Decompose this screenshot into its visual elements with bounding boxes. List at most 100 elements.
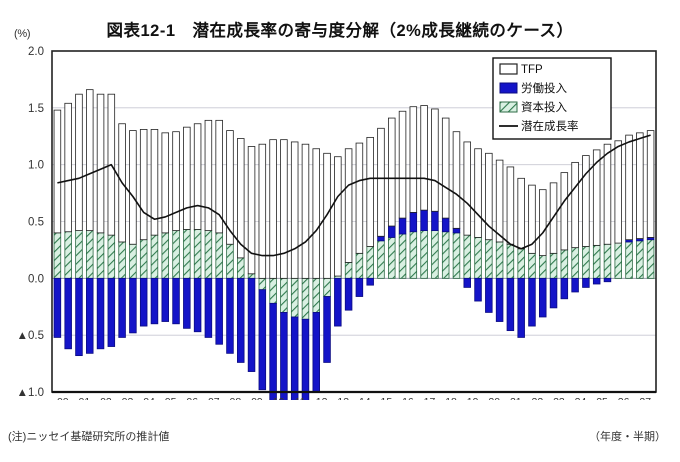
bar-segment-tfp	[441, 117, 450, 219]
bar-segment-capital	[539, 255, 547, 279]
y-axis: 2.0 1.5 1.0 0.5 0.0 ▲0.5 ▲1.0	[17, 46, 44, 399]
bar-segment-capital	[366, 246, 374, 279]
bar-segment-capital	[323, 277, 331, 297]
bar-segment-tfp	[398, 110, 407, 219]
bar-segment-tfp	[75, 93, 83, 231]
bar-segment-tfp	[53, 109, 62, 234]
bar-segment-labor	[107, 277, 116, 347]
bar-segment-labor	[441, 217, 450, 233]
bar-segment-tfp	[603, 143, 612, 245]
bar-segment-capital	[269, 277, 277, 304]
legend-label-capital: 資本投入	[521, 100, 567, 114]
bar-segment-labor	[366, 277, 374, 286]
bar-segment-labor	[172, 277, 180, 325]
bar-segment-labor	[463, 277, 472, 288]
bar-segment-tfp	[129, 130, 137, 245]
bar-segment-capital	[560, 249, 569, 279]
bar-segment-capital	[517, 248, 525, 279]
bar-segment-capital	[226, 243, 234, 279]
bar-segment-capital	[398, 233, 407, 279]
legend-item-potential[interactable]: 潜在成長率	[499, 119, 579, 133]
bar-segment-tfp	[139, 129, 148, 241]
source-note: (注)ニッセイ基礎研究所の推計値	[8, 431, 170, 443]
bar-segment-capital	[247, 273, 256, 279]
bar-segment-tfp	[485, 152, 493, 241]
bar-segment-tfp	[614, 140, 622, 244]
bar-segment-capital	[420, 230, 428, 279]
bar-segment-tfp	[636, 132, 644, 239]
bar-segment-tfp	[539, 189, 547, 256]
bar-segment-labor	[237, 277, 245, 363]
bar-segment-capital	[161, 232, 170, 279]
legend-item-labor[interactable]: 労働投入	[499, 81, 567, 95]
bar-segment-capital	[441, 231, 450, 279]
bar-segment-capital	[215, 232, 223, 279]
bar-segment-tfp	[571, 161, 579, 249]
x-axis-tick-label: 26	[618, 396, 630, 400]
legend-item-tfp[interactable]: TFP	[499, 63, 543, 76]
bar-segment-tfp	[560, 172, 569, 251]
bar-segment-capital	[582, 246, 590, 279]
bar-segment-capital	[452, 232, 461, 279]
bar-segment-labor	[312, 312, 321, 393]
x-axis-tick-label: 21	[510, 396, 522, 400]
bar-segment-labor	[592, 277, 601, 285]
bar-segment-capital	[495, 241, 504, 279]
potential-growth-path	[57, 134, 651, 257]
bar-segment-capital	[528, 252, 536, 279]
bar-segment-tfp	[344, 148, 353, 263]
bar-segment-tfp	[582, 155, 590, 247]
bar-segment-labor	[161, 277, 170, 322]
x-axis-tick-label: 19	[467, 396, 479, 400]
bar-segment-tfp	[452, 131, 461, 229]
bar-segment-capital	[506, 243, 515, 279]
bar-segment-labor	[517, 277, 525, 338]
bar-segment-tfp	[474, 148, 482, 238]
x-axis-tick-label: 00	[57, 396, 69, 400]
legend-item-capital[interactable]: 資本投入	[499, 100, 567, 114]
x-axis-tick-label: 18	[445, 396, 457, 400]
bar-segment-labor	[129, 277, 137, 334]
bar-segment-tfp	[215, 119, 223, 234]
bar-segment-tfp	[388, 117, 396, 227]
bar-segment-tfp	[96, 93, 105, 234]
bar-segment-capital	[193, 229, 202, 279]
bar-segment-capital	[646, 239, 655, 279]
y-axis-tick-label: 0.0	[28, 273, 44, 285]
bar-segment-tfp	[237, 138, 245, 259]
bar-segment-capital	[571, 247, 579, 279]
x-axis-tick-label: 12	[316, 396, 328, 400]
bar-segment-labor	[139, 277, 148, 327]
x-axis-tick-label: 23	[553, 396, 565, 400]
legend-label-potential: 潜在成長率	[521, 119, 579, 133]
bar-segment-tfp	[646, 130, 655, 238]
x-axis-tick-label: 11	[295, 396, 306, 400]
bar-segment-capital	[485, 239, 493, 279]
x-axis-tick-label: 07	[208, 396, 220, 400]
chart-title: 図表12-1 潜在成長率の寄与度分解（2%成長継続のケース）	[106, 22, 574, 40]
bar-segment-labor	[215, 277, 223, 345]
bar-segment-labor	[64, 277, 72, 350]
bar-segment-capital	[301, 277, 310, 320]
bar-segment-tfp	[161, 132, 170, 234]
potential-growth-line	[57, 134, 651, 257]
y-axis-tick-label: 0.5	[28, 217, 44, 229]
bar-segment-capital	[237, 257, 245, 279]
bar-segment-tfp	[592, 149, 601, 246]
bar-segment-capital	[258, 277, 267, 291]
bar-segment-capital	[463, 234, 472, 279]
bar-segment-capital	[86, 230, 94, 279]
bar-segment-tfp	[625, 134, 633, 241]
bar-segment-capital	[636, 240, 644, 279]
bar-segment-labor	[86, 277, 94, 354]
x-axis-tick-label: 27	[639, 396, 651, 400]
bar-segment-labor	[193, 277, 202, 333]
x-axis-caption: （年度・半期）	[589, 431, 666, 443]
bar-segment-capital	[183, 229, 191, 279]
bar-segment-tfp	[312, 148, 321, 279]
x-axis-tick-label: 25	[596, 396, 608, 400]
bar-segment-labor	[258, 289, 267, 391]
bar-segment-labor	[118, 277, 126, 338]
